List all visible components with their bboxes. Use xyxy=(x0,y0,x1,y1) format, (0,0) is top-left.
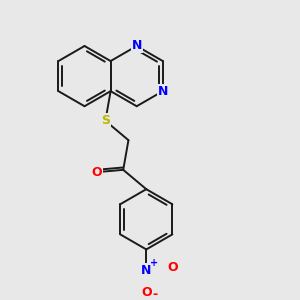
Text: -: - xyxy=(152,288,157,300)
Text: N: N xyxy=(158,85,168,98)
Text: S: S xyxy=(101,114,110,127)
Text: N: N xyxy=(131,40,142,52)
Text: +: + xyxy=(150,258,158,268)
Text: O: O xyxy=(91,166,101,179)
Text: O: O xyxy=(141,286,152,299)
Text: O: O xyxy=(167,261,178,274)
Text: N: N xyxy=(141,264,152,277)
